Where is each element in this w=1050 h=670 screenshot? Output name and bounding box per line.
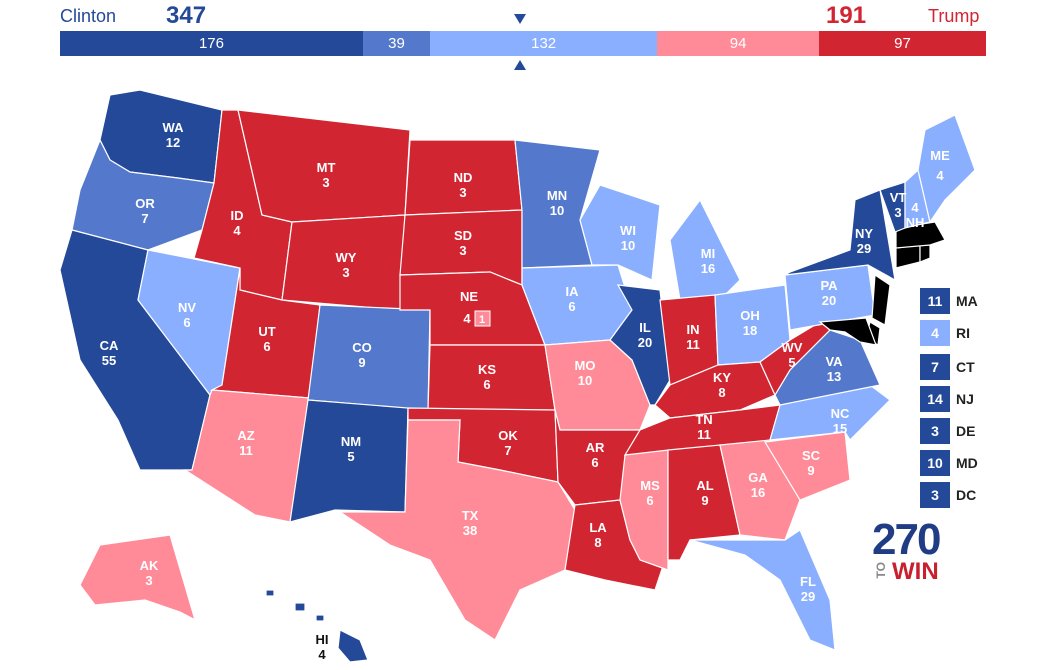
bar-segment-likely-d[interactable]: 39 [362, 31, 431, 56]
state-ct[interactable] [895, 244, 921, 269]
state-label-wi: WI 10 [620, 223, 636, 253]
state-label-ak: AK 3 [140, 558, 159, 588]
state-label-nm: NM 5 [341, 434, 361, 464]
state-label-ga: GA 16 [748, 470, 768, 500]
small-state-ma[interactable]: 11 MA [920, 288, 978, 314]
state-label-ny: NY 29 [855, 226, 873, 256]
state-label-mt: MT 3 [317, 160, 336, 190]
state-ri[interactable] [919, 244, 931, 263]
state-label-ar: AR 6 [586, 440, 605, 470]
bar-segment-safe-r[interactable]: 97 [819, 31, 986, 56]
ne-district-box[interactable] [474, 310, 491, 327]
state-label-ms: MS 6 [640, 478, 660, 508]
state-label-nh: 4 NH [906, 200, 925, 230]
small-state-md[interactable]: 10 MD [920, 450, 978, 476]
state-ny[interactable] [784, 189, 896, 282]
state-me[interactable] [917, 114, 976, 224]
state-label-or: OR 7 [135, 196, 155, 226]
state-nm[interactable] [289, 399, 409, 523]
state-labels: WA 12 OR 7 CA 55 NV 6 ID 4 MT 3 WY 3 UT 6 AZ 11 C… [100, 120, 950, 662]
state-label-ok: OK 7 [498, 428, 518, 458]
state-label-in: IN 11 [686, 322, 700, 352]
small-state-nj[interactable]: 14 NJ [920, 386, 974, 412]
state-ks[interactable] [427, 344, 556, 411]
bar-segment-lean-r[interactable]: 94 [657, 31, 820, 56]
bar-segment-safe-d[interactable]: 176 [60, 31, 363, 56]
state-ak[interactable] [79, 534, 241, 641]
midpoint-marker-bottom-icon [514, 60, 526, 70]
state-label-wy: WY 3 [336, 250, 357, 280]
state-mi[interactable] [669, 198, 741, 301]
state-label-id: ID 4 [231, 208, 244, 238]
state-label-nc: NC 15 [831, 406, 850, 436]
state-label-me: ME 4 [930, 148, 950, 183]
state-label-mn: MN 10 [547, 188, 567, 218]
state-label-wv: WV 5 [782, 340, 803, 370]
state-co[interactable] [307, 304, 431, 411]
state-label-va: VA 13 [825, 354, 843, 384]
state-label-la: LA 8 [589, 520, 607, 550]
state-label-al: AL 9 [696, 478, 713, 508]
state-tx[interactable] [338, 419, 576, 641]
state-label-ky: KY 8 [713, 370, 731, 400]
state-label-co: CO 9 [352, 340, 372, 370]
state-label-az: AZ 11 [237, 428, 254, 458]
electoral-vote-bar: 176 39 132 94 97 [60, 31, 986, 56]
small-state-ri[interactable]: 4 RI [920, 320, 970, 346]
state-label-wa: WA 12 [163, 120, 185, 150]
state-label-ca: CA 55 [100, 338, 119, 368]
state-wi[interactable] [579, 184, 661, 281]
state-label-ks: KS 6 [478, 362, 496, 392]
trump-name: Trump [928, 6, 980, 26]
bar-segment-lean-d[interactable]: 132 [430, 31, 658, 56]
state-fl[interactable] [689, 529, 836, 651]
state-label-hi: HI 4 [316, 632, 329, 662]
clinton-name: Clinton [60, 6, 117, 26]
small-state-ct[interactable]: 7 CT [920, 354, 975, 380]
state-ma[interactable] [895, 221, 946, 249]
state-label-nv: NV 6 [178, 300, 196, 330]
270towin-logo[interactable]: 270 TO WIN [872, 515, 941, 586]
state-label-mo: MO 10 [575, 358, 596, 388]
state-label-oh: OH 18 [740, 308, 760, 338]
state-label-vt: VT 3 [890, 190, 907, 220]
state-label-tx: TX 38 [462, 508, 479, 538]
state-label-sd: SD 3 [454, 228, 472, 258]
state-label-ia: IA 6 [566, 284, 580, 314]
state-nj[interactable] [871, 273, 891, 326]
trump-electoral-total: 191 [826, 2, 867, 29]
midpoint-marker-top-icon [514, 14, 526, 24]
state-label-pa: PA 20 [820, 278, 838, 308]
state-label-ne: NE 4 [460, 289, 478, 326]
state-label-ut: UT 6 [258, 324, 275, 354]
state-label-fl: FL 29 [800, 574, 816, 604]
state-hi[interactable] [265, 589, 369, 663]
state-label-tn: TN 11 [695, 412, 712, 442]
small-state-de[interactable]: 3 DE [920, 418, 975, 444]
state-label-il: IL 20 [638, 320, 652, 350]
state-label-sc: SC 9 [802, 448, 821, 478]
state-label-mi: MI 16 [701, 246, 715, 276]
small-state-dc[interactable]: 3 DC [920, 482, 976, 508]
state-label-nd: ND 3 [454, 170, 473, 200]
clinton-electoral-total: 347 [166, 2, 207, 29]
ne-district-label: 1 [479, 314, 485, 326]
state-md[interactable] [818, 317, 877, 346]
